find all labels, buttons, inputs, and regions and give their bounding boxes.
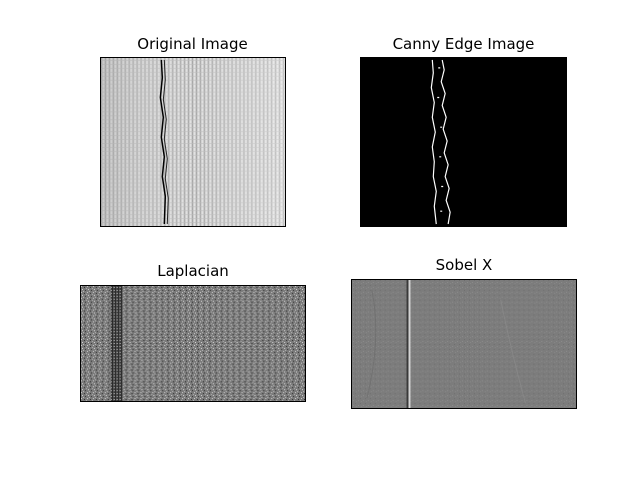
sobel-x-canvas (352, 280, 576, 408)
sobel-edge-dark (406, 280, 409, 408)
canny-edge-line-right (440, 59, 451, 225)
canny-edge-line-left (430, 59, 437, 225)
original-image-panel (100, 57, 286, 227)
canny-edge-canvas (361, 58, 566, 226)
original-image-canvas (101, 58, 285, 226)
sobel-edge-light (408, 280, 411, 408)
sobel-x-panel (351, 279, 577, 409)
canny-edge-panel (360, 57, 567, 227)
sobel-x-title: Sobel X (435, 256, 493, 274)
laplacian-title: Laplacian (157, 262, 229, 280)
laplacian-canvas (81, 286, 305, 401)
original-crease-line (159, 59, 167, 225)
laplacian-edge-band (110, 286, 123, 401)
canny-edge-title: Canny Edge Image (392, 35, 535, 53)
laplacian-panel (80, 285, 306, 402)
original-image-title: Original Image (137, 35, 248, 53)
